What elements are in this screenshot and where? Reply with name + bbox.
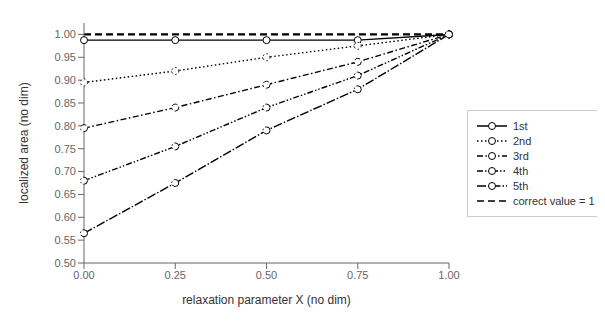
svg-text:0.70: 0.70: [55, 165, 76, 177]
svg-text:0.50: 0.50: [55, 257, 76, 269]
svg-text:0.50: 0.50: [256, 269, 277, 281]
svg-text:0.60: 0.60: [55, 211, 76, 223]
svg-text:0.80: 0.80: [55, 120, 76, 132]
svg-text:0.85: 0.85: [55, 97, 76, 109]
svg-text:0.55: 0.55: [55, 234, 76, 246]
html-text:2nd: 2nd: [513, 135, 532, 147]
html-text:1st: 1st: [513, 120, 528, 132]
svg-text:0.95: 0.95: [55, 51, 76, 63]
svg-text:0.25: 0.25: [165, 269, 186, 281]
svg-text:0.90: 0.90: [55, 74, 76, 86]
html-text:3rd: 3rd: [513, 150, 529, 162]
svg-text:1.00: 1.00: [438, 269, 459, 281]
html-text:5th: 5th: [513, 180, 529, 192]
html-text:4th: 4th: [513, 165, 529, 177]
svg-text:1.00: 1.00: [55, 28, 76, 40]
svg-text:relaxation parameter X (no dim: relaxation parameter X (no dim): [182, 293, 351, 307]
svg-text:0.75: 0.75: [55, 143, 76, 155]
svg-text:0.75: 0.75: [347, 269, 368, 281]
html-text:correct value = 1: correct value = 1: [513, 195, 595, 207]
svg-text:localized area (no dim): localized area (no dim): [17, 82, 31, 203]
svg-text:0.00: 0.00: [73, 269, 94, 281]
svg-text:0.65: 0.65: [55, 188, 76, 200]
